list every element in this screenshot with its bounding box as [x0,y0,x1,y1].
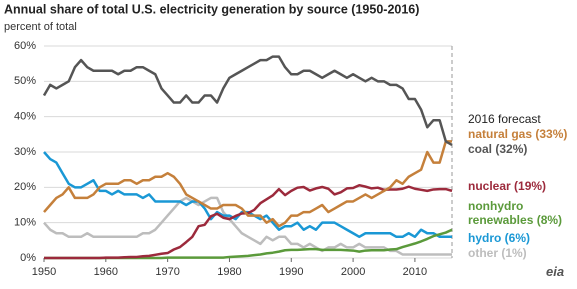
y-tick-label: 10% [14,217,36,229]
x-tick-label: 1990 [279,266,303,278]
series-label: hydro (6%) [468,231,531,245]
series-label: other (1%) [468,246,527,260]
series-label: natural gas (33%) [468,127,568,141]
series-label: coal (32%) [468,142,528,156]
y-tick-label: 30% [14,146,36,158]
y-tick-label: 40% [14,111,36,123]
y-tick-label: 50% [14,75,36,87]
line [43,196,452,256]
x-tick-label: 1970 [155,266,179,278]
chart-title: Annual share of total U.S. electricity g… [4,2,419,16]
series-label: nonhydro renewables (8%) [468,199,563,227]
x-tick-label: 2010 [403,266,427,278]
y-tick-label: 60% [14,40,36,52]
series-label: nuclear (19%) [468,179,547,193]
chart-subtitle: percent of total [4,21,77,33]
y-tick-label: 0% [20,252,36,264]
x-tick-label: 1950 [32,266,56,278]
x-tick-label: 1960 [94,266,118,278]
annotation: 2016 forecast [468,112,541,126]
line [43,140,452,228]
y-tick-label: 20% [14,181,36,193]
line [42,55,453,147]
line [43,151,452,239]
logo: eia [546,264,565,279]
x-tick-label: 1980 [217,266,241,278]
x-tick-label: 2000 [341,266,365,278]
line [44,183,453,260]
